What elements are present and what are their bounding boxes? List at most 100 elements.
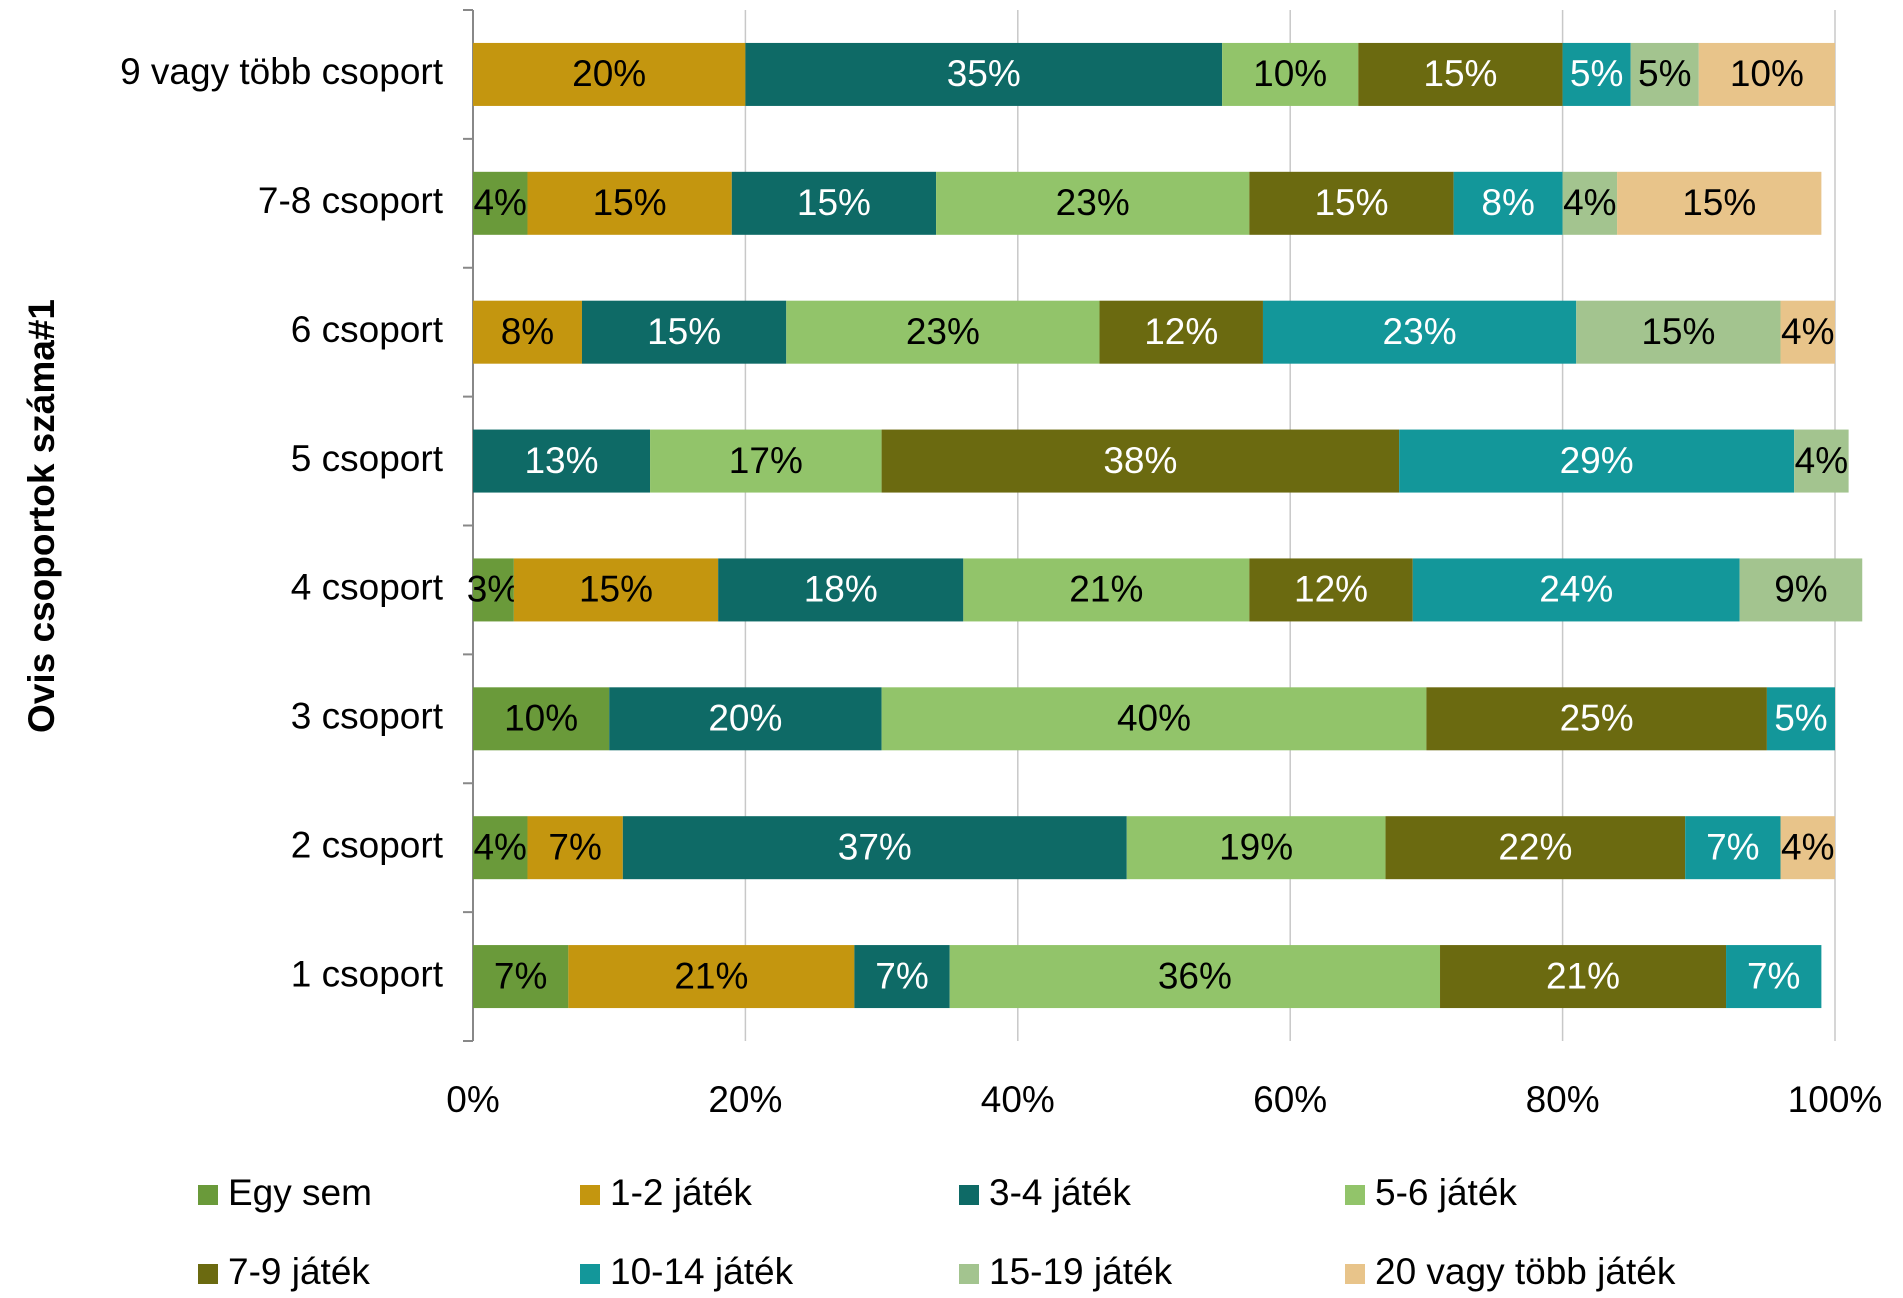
bar-segment	[473, 42, 746, 106]
bar-segment	[1562, 42, 1631, 106]
data-label: 3%	[467, 569, 520, 610]
data-label: 15%	[797, 182, 871, 223]
bar-segment	[473, 558, 514, 622]
bar-segment	[1385, 816, 1686, 880]
data-label: 15%	[1423, 53, 1497, 94]
data-label: 8%	[1481, 182, 1534, 223]
legend-swatch	[1345, 1264, 1365, 1284]
data-label: 15%	[1641, 311, 1715, 352]
bar-segment	[473, 816, 528, 880]
legend-label: 20 vagy több játék	[1375, 1251, 1676, 1292]
x-tick-label: 80%	[1526, 1079, 1600, 1120]
y-tick-label: 6 csoport	[291, 309, 444, 350]
bar-segment	[609, 687, 882, 751]
bar-segment	[854, 945, 950, 1009]
bar-segment	[936, 171, 1250, 235]
data-label: 10%	[504, 698, 578, 739]
bar-segment	[1685, 816, 1781, 880]
data-label: 4%	[473, 182, 526, 223]
bar-segment	[1399, 429, 1795, 493]
bar-segment	[1099, 300, 1263, 364]
data-label: 8%	[501, 311, 554, 352]
data-label: 37%	[838, 826, 912, 867]
bar-segment	[1794, 429, 1849, 493]
y-axis-title: Ovis csoportok száma#1	[21, 299, 62, 733]
data-label: 20%	[572, 53, 646, 94]
data-label: 4%	[1795, 440, 1848, 481]
data-label: 5%	[1774, 698, 1827, 739]
legend-swatch	[580, 1264, 600, 1284]
y-tick-label: 3 csoport	[291, 696, 444, 737]
data-label: 15%	[1682, 182, 1756, 223]
data-label: 21%	[1546, 955, 1620, 996]
data-label: 24%	[1539, 569, 1613, 610]
data-label: 12%	[1294, 569, 1368, 610]
data-label: 20%	[708, 698, 782, 739]
bar-segment	[1576, 300, 1781, 364]
data-label: 23%	[906, 311, 980, 352]
data-label: 18%	[804, 569, 878, 610]
bar-segment	[949, 945, 1441, 1009]
bar-segment	[1739, 558, 1863, 622]
legend-swatch	[198, 1185, 218, 1205]
data-label: 7%	[1706, 826, 1759, 867]
bar-segment	[473, 945, 569, 1009]
data-label: 40%	[1117, 698, 1191, 739]
data-label: 7%	[494, 955, 547, 996]
legend-swatch	[959, 1264, 979, 1284]
data-label: 10%	[1730, 53, 1804, 94]
bar-segment	[1766, 687, 1835, 751]
data-label: 38%	[1103, 440, 1177, 481]
data-label: 15%	[579, 569, 653, 610]
bar-segment	[731, 171, 937, 235]
bar-segment	[527, 171, 732, 235]
bar-segment	[1126, 816, 1386, 880]
data-label: 9%	[1774, 569, 1827, 610]
legend-label: 3-4 játék	[989, 1172, 1131, 1213]
data-label: 7%	[548, 826, 601, 867]
bar-segment	[1617, 171, 1822, 235]
legend-label: 10-14 játék	[610, 1251, 794, 1292]
bar-segment	[1249, 558, 1413, 622]
bar-segment	[1426, 687, 1767, 751]
data-label: 29%	[1560, 440, 1634, 481]
bar-segment	[1249, 171, 1454, 235]
data-label: 12%	[1144, 311, 1218, 352]
y-tick-label: 7-8 csoport	[258, 180, 444, 221]
bar-segment	[1780, 816, 1835, 880]
y-tick-label: 4 csoport	[291, 567, 444, 608]
bar-segment	[622, 816, 1127, 880]
legend-swatch	[580, 1185, 600, 1205]
data-label: 13%	[524, 440, 598, 481]
legend-swatch	[198, 1264, 218, 1284]
bar-segment	[1453, 171, 1563, 235]
data-label: 36%	[1158, 955, 1232, 996]
legend-label: 1-2 játék	[610, 1172, 752, 1213]
data-label: 4%	[1781, 311, 1834, 352]
x-tick-label: 20%	[708, 1079, 782, 1120]
x-tick-label: 0%	[446, 1079, 499, 1120]
data-label: 15%	[593, 182, 667, 223]
data-label: 4%	[1563, 182, 1616, 223]
data-label: 35%	[947, 53, 1021, 94]
bar-segment	[473, 687, 610, 751]
legend-label: 5-6 játék	[1375, 1172, 1517, 1213]
data-label: 21%	[1069, 569, 1143, 610]
bar-segment	[1222, 42, 1359, 106]
data-label: 25%	[1560, 698, 1634, 739]
bar-segment	[568, 945, 855, 1009]
legend-label: Egy sem	[228, 1172, 372, 1213]
data-label: 19%	[1219, 826, 1293, 867]
x-tick-label: 60%	[1253, 1079, 1327, 1120]
bar-segment	[513, 558, 719, 622]
data-label: 17%	[729, 440, 803, 481]
data-label: 15%	[1314, 182, 1388, 223]
x-tick-label: 100%	[1788, 1079, 1883, 1120]
bar-segment	[1780, 300, 1835, 364]
data-label: 22%	[1498, 826, 1572, 867]
data-label: 21%	[674, 955, 748, 996]
bar-segment	[786, 300, 1100, 364]
data-label: 10%	[1253, 53, 1327, 94]
bar-segment	[1630, 42, 1699, 106]
